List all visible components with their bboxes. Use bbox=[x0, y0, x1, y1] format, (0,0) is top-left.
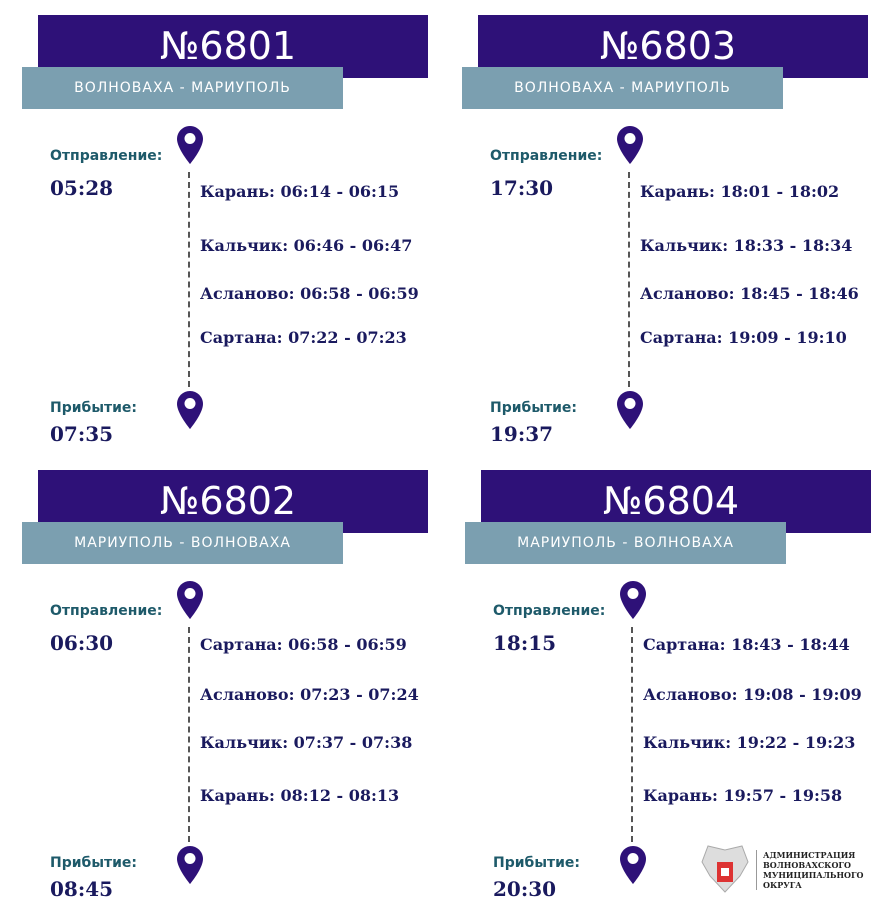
train-card: №6801 ВОЛНОВАХА - МАРИУПОЛЬ Отправление:… bbox=[0, 0, 440, 450]
departure-label: Отправление: bbox=[493, 603, 606, 619]
map-pin-icon bbox=[619, 580, 647, 620]
stop-item: Сартана: 07:22 - 07:23 bbox=[200, 328, 407, 347]
map-pin-icon bbox=[176, 845, 204, 885]
stop-item: Сартана: 19:09 - 19:10 bbox=[640, 328, 847, 347]
stop-item: Асланово: 18:45 - 18:46 bbox=[640, 284, 859, 303]
route-band: МАРИУПОЛЬ - ВОЛНОВАХА bbox=[22, 522, 343, 564]
route-band: ВОЛНОВАХА - МАРИУПОЛЬ bbox=[462, 67, 783, 109]
administration-logo: АДМИНИСТРАЦИЯ ВОЛНОВАХСКОГО МУНИЦИПАЛЬНО… bbox=[700, 840, 890, 900]
stop-item: Асланово: 19:08 - 19:09 bbox=[643, 685, 862, 704]
departure-time: 05:28 bbox=[50, 176, 114, 200]
arrival-time: 20:30 bbox=[493, 877, 557, 901]
map-pin-icon bbox=[176, 580, 204, 620]
route-line bbox=[188, 627, 190, 842]
map-pin-icon bbox=[616, 125, 644, 165]
departure-label: Отправление: bbox=[50, 148, 163, 164]
logo-text: АДМИНИСТРАЦИЯ ВОЛНОВАХСКОГО МУНИЦИПАЛЬНО… bbox=[756, 850, 864, 890]
arrival-label: Прибытие: bbox=[50, 855, 138, 871]
departure-label: Отправление: bbox=[50, 603, 163, 619]
stop-item: Карань: 18:01 - 18:02 bbox=[640, 182, 840, 201]
route-line bbox=[188, 172, 190, 387]
map-pin-icon bbox=[176, 390, 204, 430]
arrival-label: Прибытие: bbox=[493, 855, 581, 871]
arrival-time: 19:37 bbox=[490, 422, 554, 446]
stop-item: Кальчик: 06:46 - 06:47 bbox=[200, 236, 413, 255]
coat-of-arms-icon bbox=[701, 845, 749, 893]
map-pin-icon bbox=[616, 390, 644, 430]
departure-time: 18:15 bbox=[493, 631, 557, 655]
route-band: ВОЛНОВАХА - МАРИУПОЛЬ bbox=[22, 67, 343, 109]
map-pin-icon bbox=[619, 845, 647, 885]
route-line bbox=[628, 172, 630, 387]
train-card: №6804 МАРИУПОЛЬ - ВОЛНОВАХА Отправление:… bbox=[443, 455, 883, 905]
stop-item: Карань: 06:14 - 06:15 bbox=[200, 182, 400, 201]
arrival-label: Прибытие: bbox=[490, 400, 578, 416]
map-pin-icon bbox=[176, 125, 204, 165]
departure-time: 17:30 bbox=[490, 176, 554, 200]
departure-label: Отправление: bbox=[490, 148, 603, 164]
stop-item: Сартана: 18:43 - 18:44 bbox=[643, 635, 850, 654]
departure-time: 06:30 bbox=[50, 631, 114, 655]
stop-item: Асланово: 07:23 - 07:24 bbox=[200, 685, 419, 704]
train-card: №6803 ВОЛНОВАХА - МАРИУПОЛЬ Отправление:… bbox=[440, 0, 880, 450]
stop-item: Кальчик: 07:37 - 07:38 bbox=[200, 733, 413, 752]
stop-item: Карань: 08:12 - 08:13 bbox=[200, 786, 400, 805]
stop-item: Кальчик: 18:33 - 18:34 bbox=[640, 236, 853, 255]
stop-item: Карань: 19:57 - 19:58 bbox=[643, 786, 843, 805]
arrival-label: Прибытие: bbox=[50, 400, 138, 416]
stop-item: Сартана: 06:58 - 06:59 bbox=[200, 635, 407, 654]
stop-item: Кальчик: 19:22 - 19:23 bbox=[643, 733, 856, 752]
train-card: №6802 МАРИУПОЛЬ - ВОЛНОВАХА Отправление:… bbox=[0, 455, 440, 905]
stop-item: Асланово: 06:58 - 06:59 bbox=[200, 284, 419, 303]
route-line bbox=[631, 627, 633, 842]
arrival-time: 08:45 bbox=[50, 877, 114, 901]
arrival-time: 07:35 bbox=[50, 422, 114, 446]
route-band: МАРИУПОЛЬ - ВОЛНОВАХА bbox=[465, 522, 786, 564]
